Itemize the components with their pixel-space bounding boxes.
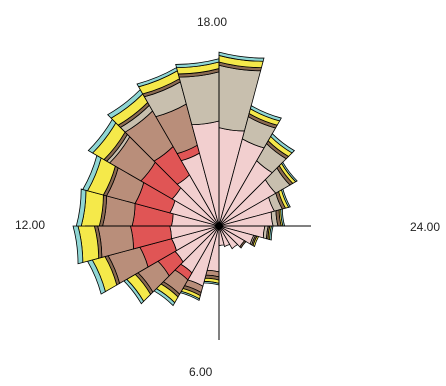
tick-label-24: 24.00 — [410, 220, 441, 234]
bar-segment-h1_5-s5 — [252, 235, 260, 248]
tick-label-18: 18.00 — [197, 15, 228, 29]
bars-layer — [72, 51, 298, 307]
bar-segment-h0_5-s6 — [269, 225, 274, 241]
axes-layer — [85, 57, 311, 340]
bar-segment-h11_5-s6 — [72, 225, 84, 265]
bar-segment-h18_5-s6 — [218, 51, 265, 62]
bar-segment-h4_5-s0 — [218, 225, 231, 248]
bar-segment-h20_5-s6 — [270, 133, 296, 154]
bar-segment-h19_5-s6 — [249, 105, 282, 122]
tick-label-6: 6.00 — [189, 365, 213, 379]
bar-segment-h2_5-s4 — [239, 240, 247, 249]
bar-segment-h21_5-s6 — [281, 161, 298, 183]
bar-segment-h22_5-s6 — [281, 188, 291, 208]
bar-segment-h3_5-s0 — [218, 225, 239, 250]
bar-segment-h12_5-s6 — [75, 188, 87, 227]
tick-label-12: 12.00 — [15, 218, 46, 232]
